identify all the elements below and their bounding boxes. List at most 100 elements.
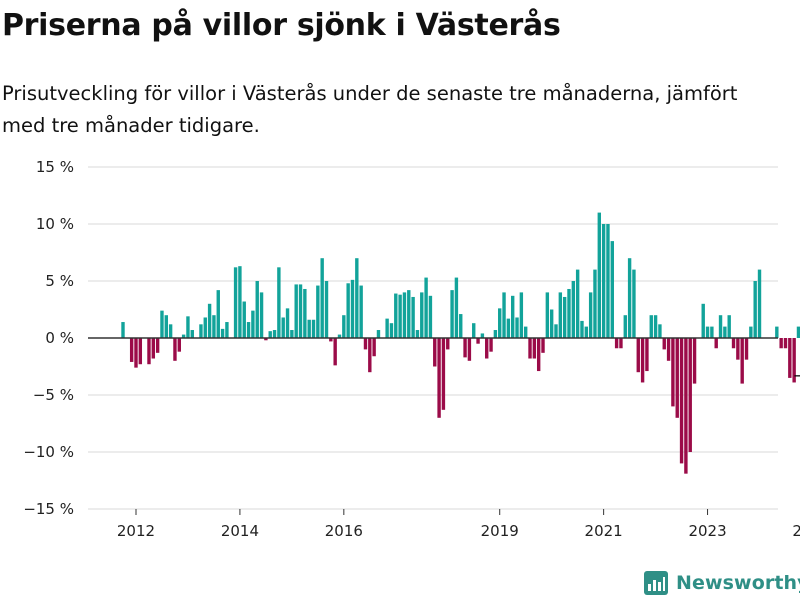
bar-positive bbox=[216, 290, 220, 338]
bar-negative bbox=[489, 338, 493, 352]
x-tick-label: 2023 bbox=[688, 522, 726, 540]
bar-positive bbox=[562, 296, 567, 338]
bar-positive bbox=[311, 319, 316, 338]
bar-positive bbox=[454, 277, 459, 338]
bar-positive bbox=[511, 295, 515, 338]
bar-positive bbox=[757, 269, 762, 338]
bar-negative bbox=[368, 338, 372, 373]
bar-positive bbox=[701, 303, 705, 338]
bar-positive bbox=[402, 292, 407, 338]
y-tick-label: 15 % bbox=[36, 158, 74, 176]
bar-negative bbox=[736, 338, 740, 360]
x-axis: 2012 2014 2016 2019 2021 2023 2025 bbox=[117, 509, 800, 540]
x-tick-label: 2021 bbox=[585, 522, 623, 540]
bars bbox=[121, 212, 800, 474]
bar-positive bbox=[571, 281, 576, 338]
bar-positive bbox=[251, 310, 255, 338]
bar-positive bbox=[567, 288, 571, 338]
bar-positive bbox=[775, 326, 779, 338]
bar-negative bbox=[441, 338, 446, 410]
y-tick-label: 10 % bbox=[36, 215, 74, 233]
bar-positive bbox=[398, 294, 402, 338]
bar-negative bbox=[372, 338, 376, 357]
bar-negative bbox=[541, 338, 545, 353]
bar-positive bbox=[199, 324, 203, 338]
bar-positive bbox=[653, 315, 658, 338]
bar-negative bbox=[333, 338, 337, 366]
bar-positive bbox=[502, 292, 506, 338]
x-tick-label: 2025 bbox=[792, 522, 800, 540]
bar-positive bbox=[459, 314, 463, 338]
bar-negative bbox=[731, 338, 736, 349]
bar-positive bbox=[346, 283, 350, 338]
bar-positive bbox=[121, 322, 125, 338]
bar-positive bbox=[658, 324, 662, 338]
x-tick-label: 2014 bbox=[221, 522, 259, 540]
bar-negative bbox=[779, 338, 783, 349]
bar-negative bbox=[134, 338, 138, 368]
bar-positive bbox=[407, 290, 411, 338]
bar-negative bbox=[177, 338, 181, 352]
x-tick-label: 2019 bbox=[481, 522, 519, 540]
bar-positive bbox=[558, 292, 563, 338]
bar-negative bbox=[788, 338, 792, 378]
bar-negative bbox=[147, 338, 151, 365]
bar-positive bbox=[350, 279, 355, 338]
bar-positive bbox=[225, 322, 229, 338]
bar-positive bbox=[285, 308, 290, 338]
bar-negative bbox=[662, 338, 666, 350]
bar-positive bbox=[753, 281, 757, 338]
bar-positive bbox=[207, 303, 212, 338]
y-tick-label: −10 % bbox=[23, 443, 74, 461]
bar-positive bbox=[242, 301, 246, 338]
bar-negative bbox=[433, 338, 437, 367]
bar-positive bbox=[424, 277, 428, 338]
bar-negative bbox=[684, 338, 688, 474]
bar-negative bbox=[363, 338, 368, 350]
bar-negative bbox=[173, 338, 177, 361]
chart-title: Priserna på villor sjönk i Västerås bbox=[2, 8, 561, 43]
bar-positive bbox=[160, 310, 164, 338]
bar-positive bbox=[298, 284, 303, 338]
bar-positive bbox=[597, 212, 601, 338]
bar-positive bbox=[498, 308, 502, 338]
bar-positive bbox=[259, 292, 264, 338]
bar-positive bbox=[606, 224, 610, 338]
bar-positive bbox=[272, 330, 277, 338]
bar-positive bbox=[294, 284, 298, 338]
bar-positive bbox=[523, 326, 528, 338]
bar-positive bbox=[342, 315, 346, 338]
bar-positive bbox=[303, 288, 307, 338]
bar-positive bbox=[515, 317, 519, 338]
y-tick-label: 5 % bbox=[45, 272, 74, 290]
bar-positive bbox=[472, 323, 476, 338]
bar-positive bbox=[385, 318, 389, 338]
bar-negative bbox=[636, 338, 640, 373]
bar-negative bbox=[675, 338, 679, 418]
newsworthy-icon bbox=[644, 571, 668, 595]
brand-logo: Newsworthy bbox=[644, 569, 800, 597]
bar-negative bbox=[688, 338, 692, 452]
bar-negative bbox=[640, 338, 645, 383]
bar-positive bbox=[320, 258, 324, 338]
latest-value-label: −2 % bbox=[793, 367, 800, 385]
bar-positive bbox=[493, 330, 498, 338]
bar-positive bbox=[168, 324, 173, 338]
bar-negative bbox=[536, 338, 541, 372]
y-axis: 15 % 10 % 5 % 0 % −5 % −10 % −15 % bbox=[23, 158, 74, 518]
bar-positive bbox=[506, 318, 511, 338]
bar-positive bbox=[394, 293, 398, 338]
y-tick-label: −15 % bbox=[23, 500, 74, 518]
bar-positive bbox=[649, 315, 653, 338]
bar-positive bbox=[233, 267, 238, 338]
bar-negative bbox=[740, 338, 744, 384]
bar-positive bbox=[588, 292, 593, 338]
bar-positive bbox=[281, 317, 285, 338]
bar-positive bbox=[627, 258, 632, 338]
bar-positive bbox=[307, 319, 311, 338]
bar-positive bbox=[411, 296, 415, 338]
bar-negative bbox=[155, 338, 160, 353]
bar-negative bbox=[645, 338, 649, 372]
bar-negative bbox=[619, 338, 623, 349]
